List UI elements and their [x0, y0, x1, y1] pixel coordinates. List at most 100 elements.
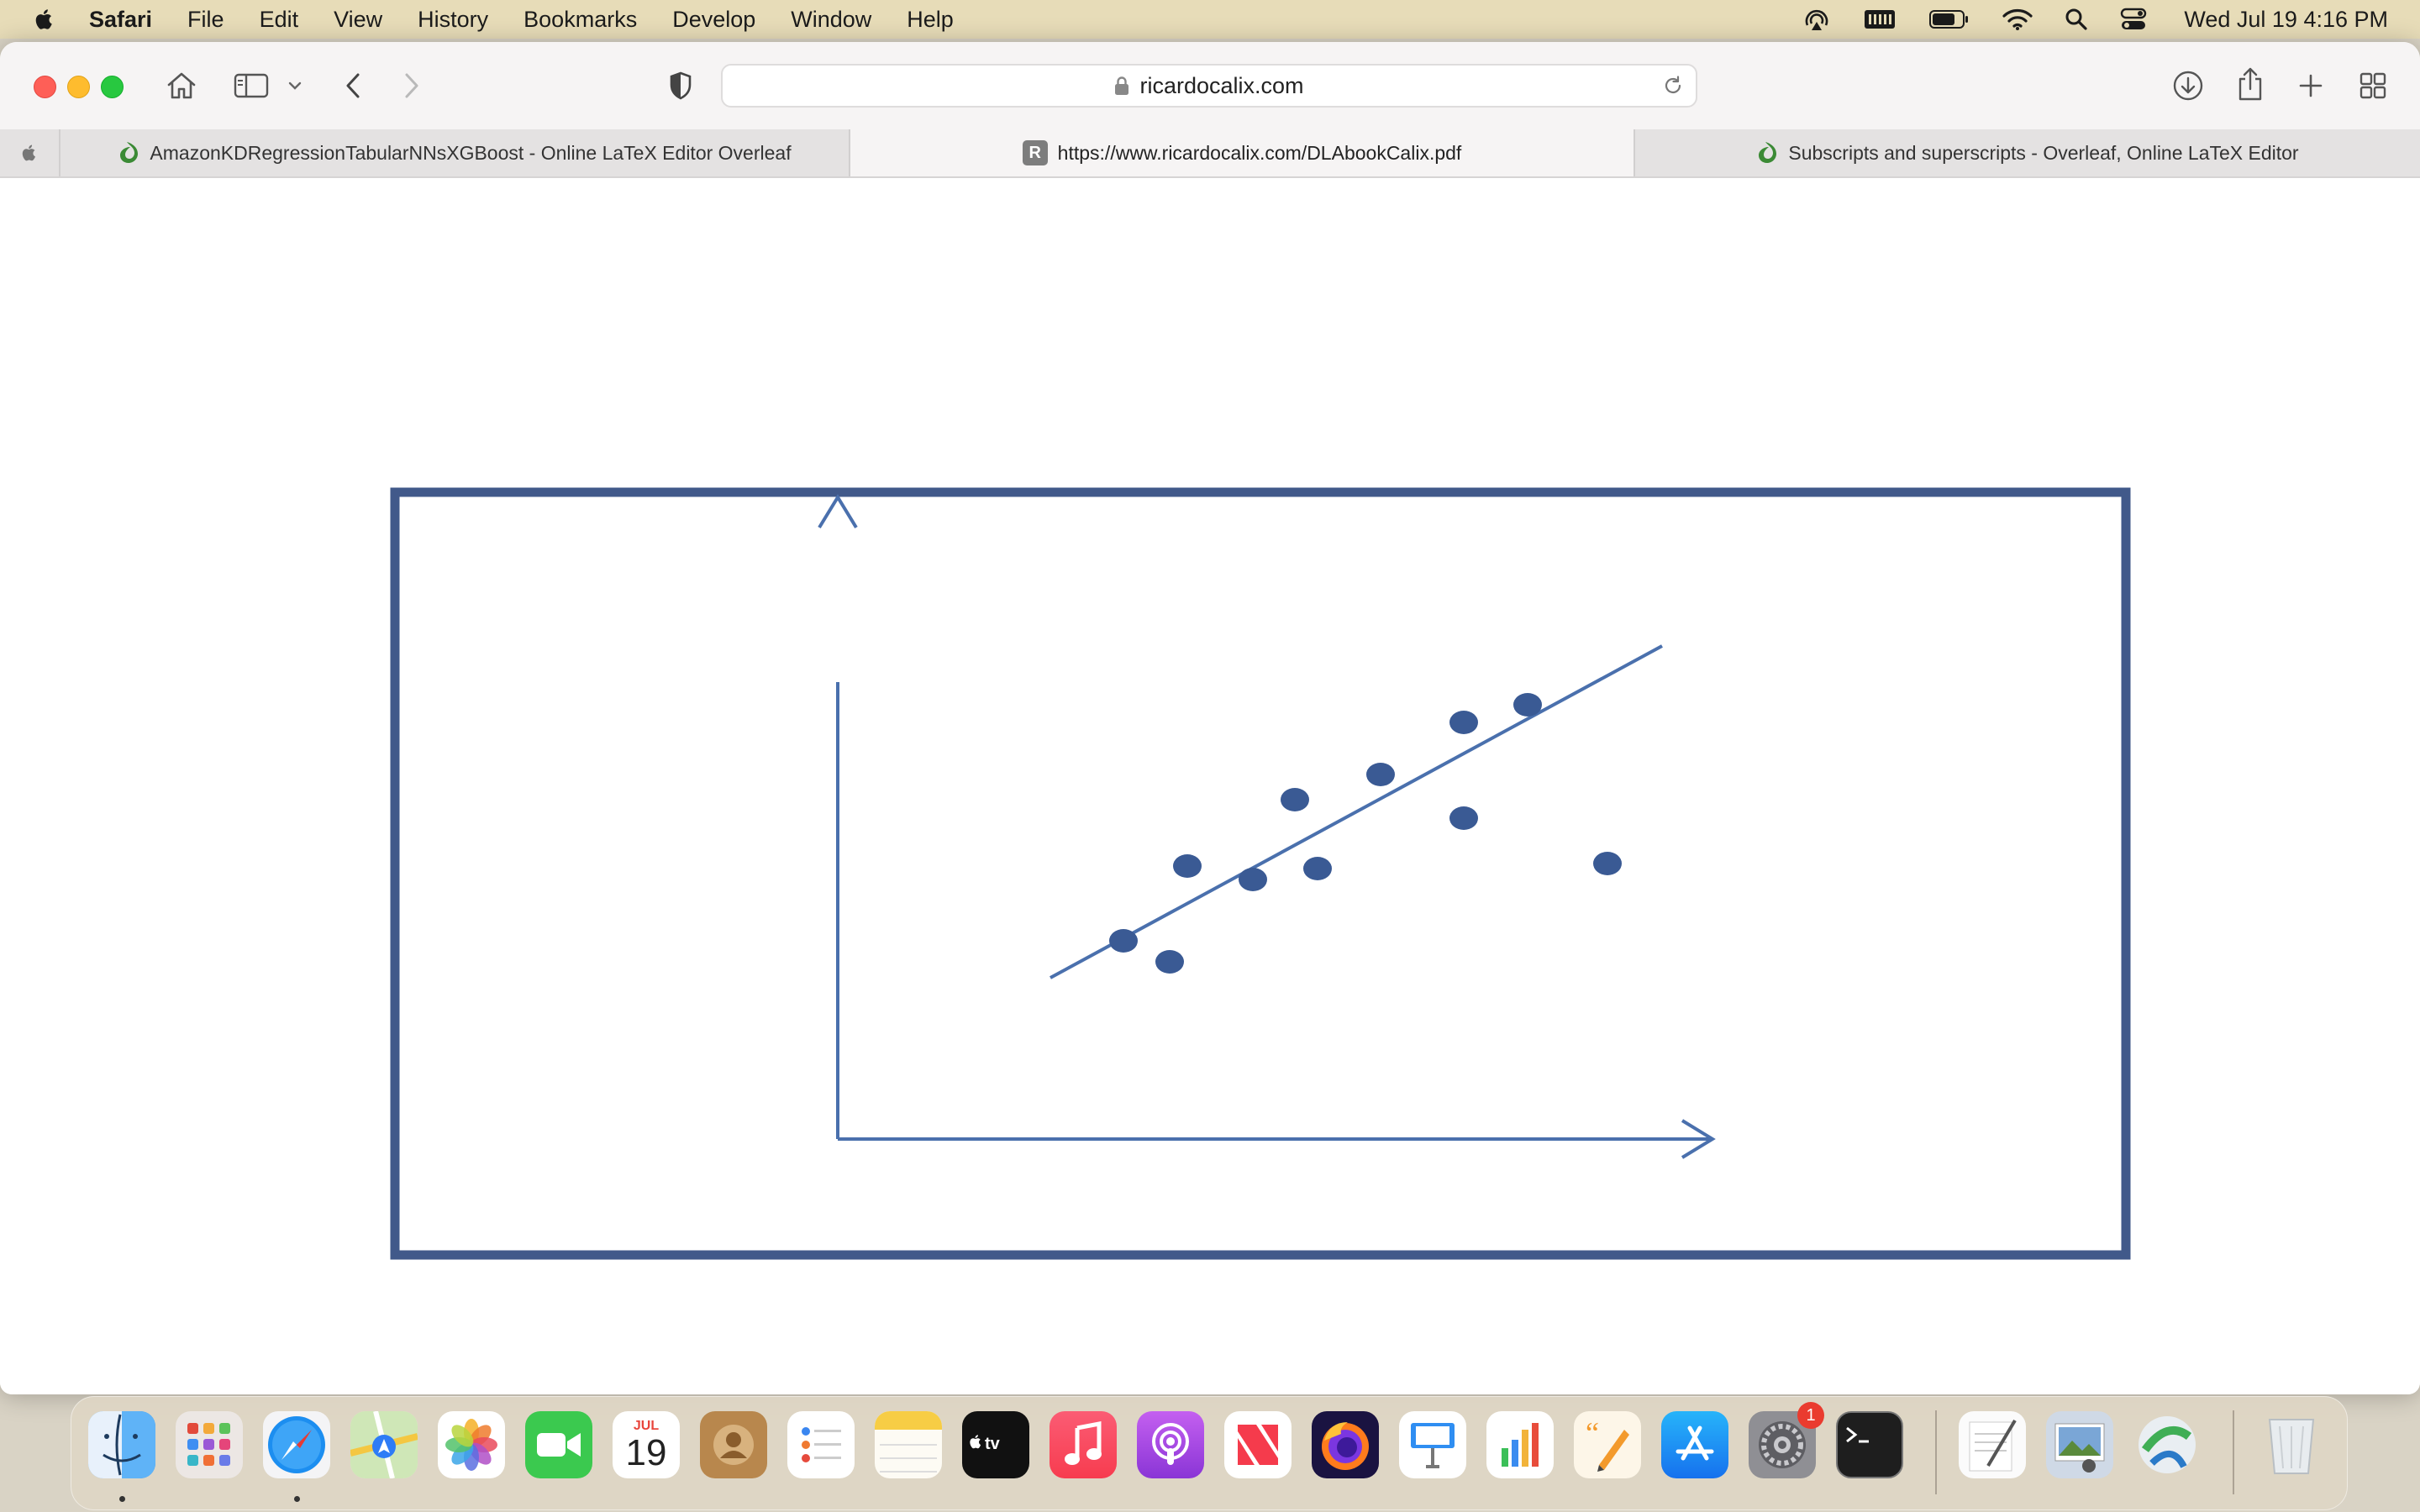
tab-group-chevron-down-icon[interactable] [282, 76, 308, 96]
network-globe-icon [2139, 1416, 2196, 1473]
dock-facetime[interactable] [525, 1411, 592, 1478]
data-point [1366, 763, 1395, 786]
news-icon [1238, 1425, 1278, 1465]
data-point [1449, 806, 1478, 830]
dock-maps[interactable] [350, 1411, 418, 1478]
dock-terminal[interactable] [1836, 1411, 1903, 1478]
forward-icon[interactable] [395, 69, 429, 102]
dock-textedit[interactable] [1959, 1411, 2026, 1478]
dock-preview[interactable] [2046, 1411, 2113, 1478]
y-axis-arrowhead [818, 494, 858, 529]
dock-calendar[interactable]: JUL 19 [613, 1411, 680, 1478]
apple-menu-icon[interactable] [32, 7, 57, 32]
privacy-report-shield-icon[interactable] [664, 69, 697, 102]
music-note-icon [1065, 1421, 1102, 1465]
scatter-points [1109, 693, 1622, 974]
minimize-window-button[interactable] [67, 76, 90, 98]
home-icon[interactable] [163, 67, 200, 104]
dock-trash[interactable] [2258, 1411, 2325, 1478]
spotlight-search-icon[interactable] [2065, 8, 2088, 31]
dock-tv[interactable]: tv [962, 1411, 1029, 1478]
menu-edit[interactable]: Edit [259, 6, 299, 32]
dock-keynote[interactable] [1399, 1411, 1466, 1478]
dock-podcasts[interactable] [1137, 1411, 1204, 1478]
menu-view[interactable]: View [334, 6, 383, 32]
share-icon[interactable] [2232, 64, 2269, 104]
dock-network-utility[interactable] [2133, 1411, 2201, 1478]
browser-window: ricardocalix.com AmazonKDRegressionTab [0, 42, 2420, 1394]
menu-develop[interactable]: Develop [672, 6, 756, 32]
tab-ricardocalix-pdf[interactable]: R https://www.ricardocalix.com/DLAbookCa… [849, 129, 1634, 176]
pinned-tab-apple[interactable] [0, 129, 59, 176]
data-point [1303, 857, 1332, 880]
dock-finder[interactable] [88, 1411, 155, 1478]
figure-frame [390, 487, 2131, 1260]
dock-music[interactable] [1050, 1411, 1117, 1478]
tab-overleaf-amazon[interactable]: AmazonKDRegressionTabularNNsXGBoost - On… [59, 129, 849, 176]
safari-icon [268, 1416, 325, 1473]
keynote-icon [1411, 1423, 1455, 1468]
battery-icon[interactable] [1928, 8, 1970, 30]
menu-history[interactable]: History [418, 6, 489, 32]
dock-pages[interactable]: “ [1574, 1411, 1641, 1478]
dock-numbers[interactable] [1486, 1411, 1554, 1478]
podcasts-icon [1152, 1423, 1189, 1465]
data-point [1239, 868, 1267, 891]
url-text[interactable]: ricardocalix.com [1139, 72, 1304, 98]
dock-reminders[interactable] [787, 1411, 855, 1478]
menu-help[interactable]: Help [907, 6, 954, 32]
pdf-page-content[interactable] [0, 178, 2420, 1394]
memory-icon[interactable] [1863, 8, 1897, 31]
tab-bar: AmazonKDRegressionTabularNNsXGBoost - On… [0, 129, 2420, 178]
tab-overview-icon[interactable] [2356, 69, 2390, 102]
status-area: Wed Jul 19 4:16 PM [1770, 0, 2388, 39]
menu-file[interactable]: File [187, 6, 224, 32]
settings-notification-badge: 1 [1797, 1402, 1824, 1429]
reminders-icon [802, 1427, 841, 1462]
address-bar[interactable]: ricardocalix.com [721, 64, 1697, 108]
back-icon[interactable] [336, 69, 370, 102]
menu-bookmarks[interactable]: Bookmarks [523, 6, 638, 32]
finder-running-indicator [119, 1496, 125, 1502]
new-tab-plus-icon[interactable] [2294, 69, 2328, 102]
dock-launchpad[interactable] [176, 1411, 243, 1478]
letter-r-icon: R [1022, 140, 1048, 165]
finder-icon [88, 1411, 155, 1478]
dock-firefox[interactable] [1312, 1411, 1379, 1478]
facetime-icon [537, 1433, 581, 1457]
dock-separator [1935, 1410, 1937, 1494]
dock-notes[interactable] [875, 1411, 942, 1478]
data-point [1155, 950, 1184, 974]
sidebar-toggle-icon[interactable] [232, 69, 271, 102]
dock-app-store[interactable] [1661, 1411, 1728, 1478]
svg-text:tv: tv [985, 1435, 1001, 1453]
reload-icon[interactable] [1662, 75, 1684, 101]
launchpad-icon [187, 1423, 230, 1466]
terminal-icon [1846, 1426, 1869, 1443]
contacts-icon [713, 1425, 754, 1465]
overleaf-icon [118, 140, 139, 165]
dock-contacts[interactable] [700, 1411, 767, 1478]
regression-line [1050, 644, 1663, 979]
airplay-audio-icon[interactable] [1802, 5, 1831, 34]
dock-safari[interactable] [263, 1411, 330, 1478]
wifi-icon[interactable] [2002, 8, 2033, 31]
regression-figure [390, 487, 2131, 1260]
menu-app-name[interactable]: Safari [89, 6, 153, 32]
menu-clock[interactable]: Wed Jul 19 4:16 PM [2184, 6, 2388, 32]
dock-news[interactable] [1224, 1411, 1292, 1478]
overleaf-icon [1756, 140, 1778, 165]
dock-photos[interactable] [438, 1411, 505, 1478]
zoom-window-button[interactable] [101, 76, 124, 98]
pages-icon: “ [1586, 1418, 1629, 1472]
svg-text:“: “ [1586, 1418, 1599, 1450]
safari-running-indicator [294, 1496, 300, 1502]
close-window-button[interactable] [34, 76, 56, 98]
firefox-icon [1322, 1422, 1369, 1470]
menu-window[interactable]: Window [791, 6, 872, 32]
lock-icon [1114, 76, 1129, 96]
tab-overleaf-subscripts[interactable]: Subscripts and superscripts - Overleaf, … [1634, 129, 2420, 176]
downloads-icon[interactable] [2170, 67, 2207, 104]
apple-favicon-icon [22, 144, 35, 161]
control-center-icon[interactable] [2120, 7, 2147, 32]
